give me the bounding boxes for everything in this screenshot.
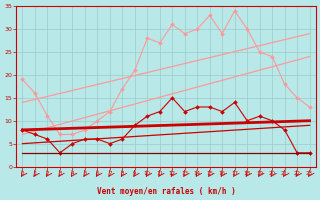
X-axis label: Vent moyen/en rafales ( km/h ): Vent moyen/en rafales ( km/h ) xyxy=(97,187,236,196)
